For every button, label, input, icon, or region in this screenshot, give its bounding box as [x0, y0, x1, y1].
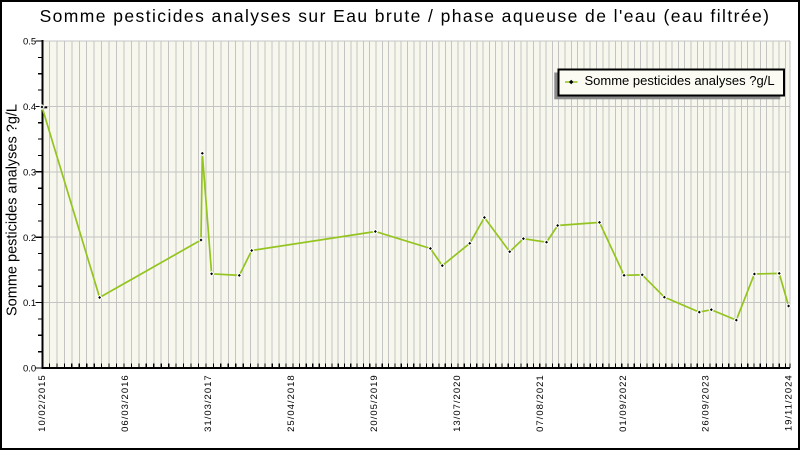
svg-text:0.1: 0.1: [23, 298, 36, 309]
svg-text:20/05/2019: 20/05/2019: [369, 374, 380, 432]
svg-text:Somme pesticides analyses ?g/L: Somme pesticides analyses ?g/L: [585, 73, 775, 88]
svg-text:0.3: 0.3: [23, 167, 36, 178]
svg-text:26/09/2023: 26/09/2023: [701, 374, 712, 432]
svg-text:Somme pesticides analyses sur: Somme pesticides analyses sur Eau brute …: [40, 6, 771, 26]
svg-text:10/02/2015: 10/02/2015: [37, 374, 48, 432]
svg-text:Somme pesticides analyses ?g/L: Somme pesticides analyses ?g/L: [5, 104, 21, 316]
svg-text:0.0: 0.0: [23, 364, 36, 375]
svg-text:06/03/2016: 06/03/2016: [120, 374, 131, 432]
svg-text:0.5: 0.5: [23, 37, 36, 48]
svg-text:0.4: 0.4: [23, 102, 36, 113]
svg-text:13/07/2020: 13/07/2020: [452, 374, 463, 432]
svg-text:07/08/2021: 07/08/2021: [535, 374, 546, 432]
svg-text:31/03/2017: 31/03/2017: [203, 374, 214, 432]
svg-text:25/04/2018: 25/04/2018: [286, 374, 297, 432]
svg-text:01/09/2022: 01/09/2022: [618, 374, 629, 432]
svg-text:0.2: 0.2: [23, 233, 36, 244]
svg-text:19/11/2024: 19/11/2024: [784, 374, 795, 431]
